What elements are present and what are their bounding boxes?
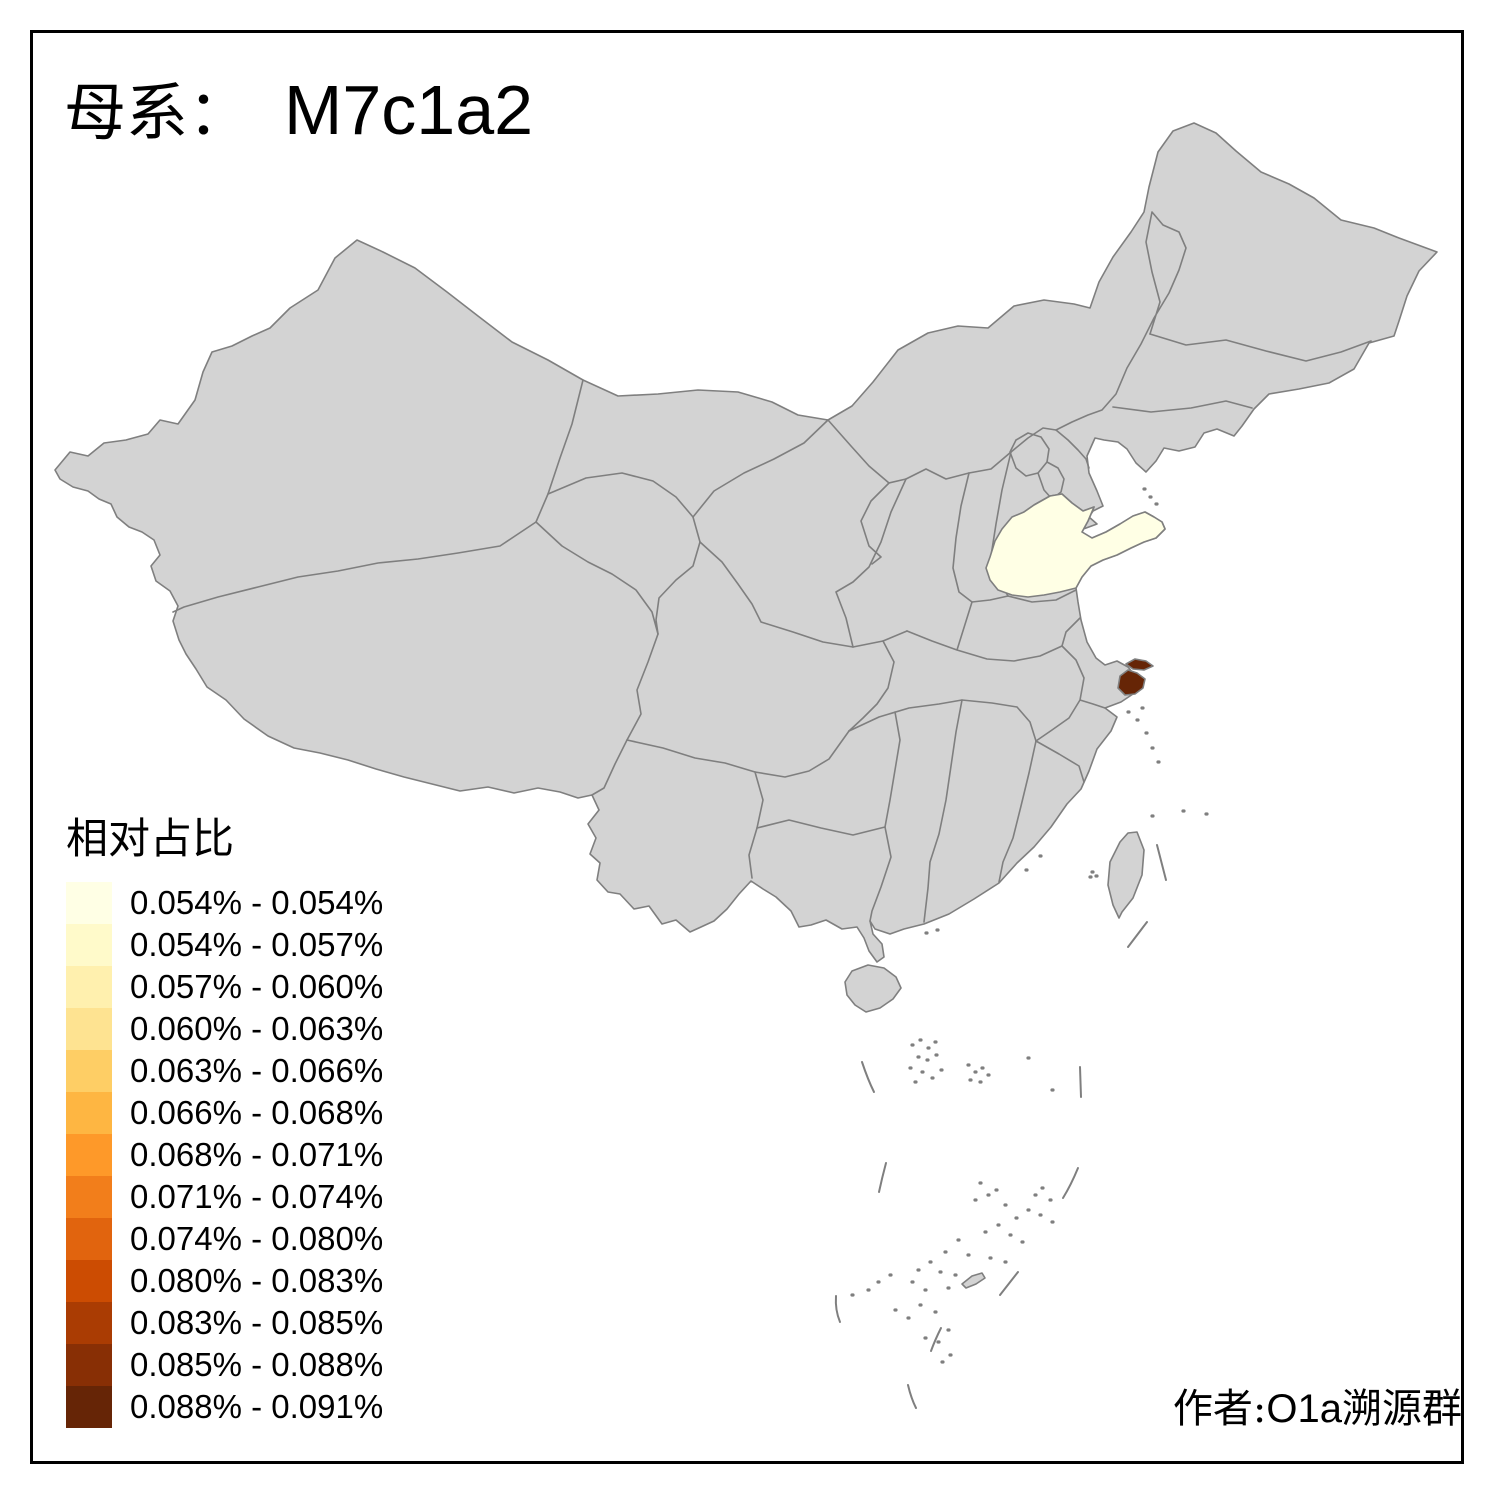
legend-row: 0.060% - 0.063% xyxy=(66,1008,383,1050)
legend-swatch xyxy=(66,1008,112,1050)
region-shandong xyxy=(985,493,1166,598)
legend: 相对占比 0.054% - 0.054% 0.054% - 0.057% 0.057… xyxy=(66,814,383,1428)
legend-swatch xyxy=(66,1176,112,1218)
legend-label: 0.085% - 0.088% xyxy=(130,1346,384,1383)
region-shanghai-chongming xyxy=(1125,658,1154,671)
attribution-prefix: 作者: xyxy=(1172,1386,1267,1432)
attribution-latin: O1a xyxy=(1266,1387,1342,1431)
legend-swatch xyxy=(66,966,112,1008)
legend-row: 0.071% - 0.074% xyxy=(66,1176,383,1218)
legend-label: 0.054% - 0.054% xyxy=(130,884,384,921)
region-beijing-border xyxy=(1009,432,1050,477)
legend-row: 0.083% - 0.085% xyxy=(66,1302,383,1344)
legend-row: 0.057% - 0.060% xyxy=(66,966,383,1008)
attribution-suffix: 溯源群 xyxy=(1342,1386,1462,1432)
legend-label: 0.071% - 0.074% xyxy=(130,1178,384,1215)
legend-swatch xyxy=(66,1218,112,1260)
title-haplogroup: M7c1a2 xyxy=(284,71,534,149)
legend-title: 相对占比 xyxy=(66,814,235,863)
nine-dash-line xyxy=(834,844,1167,1409)
legend-label: 0.080% - 0.083% xyxy=(130,1262,384,1299)
legend-row: 0.063% - 0.066% xyxy=(66,1050,383,1092)
legend-label: 0.057% - 0.060% xyxy=(130,968,384,1005)
legend-swatch xyxy=(66,1344,112,1386)
legend-swatch xyxy=(66,924,112,966)
map-layers xyxy=(54,122,1438,1409)
region-shanghai xyxy=(1117,658,1154,696)
legend-rows: 0.054% - 0.054% 0.054% - 0.057% 0.057% - 0… xyxy=(66,882,383,1428)
legend-label: 0.083% - 0.085% xyxy=(130,1304,384,1341)
legend-row: 0.054% - 0.057% xyxy=(66,924,383,966)
region-shanghai-main xyxy=(1117,669,1146,696)
legend-label: 0.088% - 0.091% xyxy=(130,1388,384,1425)
legend-row: 0.068% - 0.071% xyxy=(66,1134,383,1176)
legend-label: 0.066% - 0.068% xyxy=(130,1094,384,1131)
legend-label: 0.074% - 0.080% xyxy=(130,1220,384,1257)
legend-label: 0.063% - 0.066% xyxy=(130,1052,384,1089)
legend-swatch xyxy=(66,1260,112,1302)
legend-label: 0.060% - 0.063% xyxy=(130,1010,384,1047)
title-prefix: 母系： xyxy=(64,76,251,149)
legend-row: 0.088% - 0.091% xyxy=(66,1386,383,1428)
region-hainan xyxy=(844,964,902,1013)
legend-row: 0.080% - 0.083% xyxy=(66,1260,383,1302)
legend-swatch xyxy=(66,1302,112,1344)
legend-swatch xyxy=(66,1050,112,1092)
legend-row: 0.074% - 0.080% xyxy=(66,1218,383,1260)
legend-swatch xyxy=(66,1134,112,1176)
legend-row: 0.054% - 0.054% xyxy=(66,882,383,924)
legend-label: 0.054% - 0.057% xyxy=(130,926,384,963)
legend-swatch xyxy=(66,1386,112,1428)
region-taiwan xyxy=(1107,831,1145,919)
legend-label: 0.068% - 0.071% xyxy=(130,1136,384,1173)
legend-swatch xyxy=(66,1092,112,1134)
attribution: 作者:O1a溯源群 xyxy=(1173,1376,1462,1434)
legend-row: 0.085% - 0.088% xyxy=(66,1344,383,1386)
small-island xyxy=(961,1272,986,1289)
legend-row: 0.066% - 0.068% xyxy=(66,1092,383,1134)
island-dots xyxy=(850,487,1209,1364)
map-title: 母系： M7c1a2 xyxy=(64,62,533,152)
region-tianjin-border xyxy=(1037,461,1065,500)
legend-swatch xyxy=(66,882,112,924)
